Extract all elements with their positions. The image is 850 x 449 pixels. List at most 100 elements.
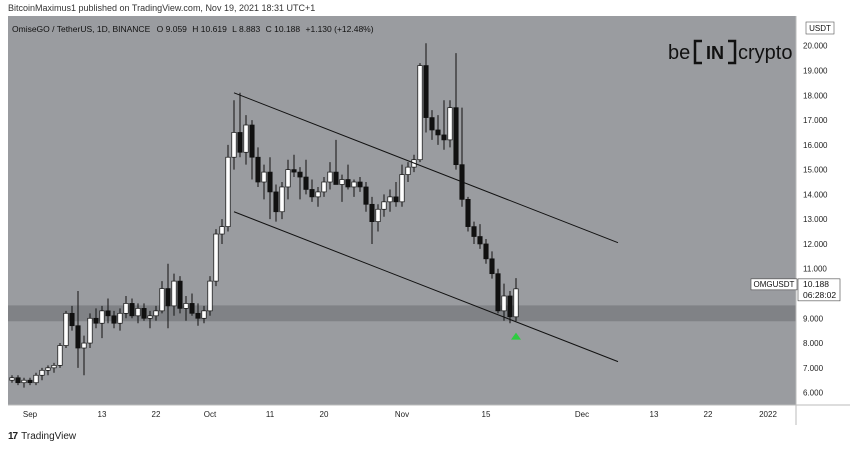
y-tick-label: 14.000 — [803, 190, 828, 199]
ohlc-h-label: H — [192, 24, 198, 34]
candle-body — [477, 236, 483, 245]
price-tag-countdown: 06:28:02 — [803, 290, 836, 300]
trendline-lower-channel — [233, 211, 619, 363]
green-up-arrow-icon — [511, 332, 521, 340]
candle-body — [399, 174, 405, 203]
ohlc-o-value: 9.059 — [166, 24, 188, 34]
y-tick-label: 11.000 — [803, 265, 827, 274]
candle-body — [393, 196, 399, 203]
x-tick-label: 22 — [152, 410, 161, 419]
chart-area[interactable]: OmiseGO / TetherUS, 1D, BINANCE O 9.059 … — [0, 16, 850, 428]
price-tag-symbol: OMGUSDT — [754, 280, 795, 289]
candle-body — [351, 181, 357, 188]
ohlc-o-label: O — [157, 24, 164, 34]
signal-arrows — [511, 332, 521, 340]
y-tick-label: 16.000 — [803, 141, 828, 150]
candle-body — [15, 377, 21, 384]
candle-body — [507, 295, 513, 318]
candle-body — [123, 303, 129, 314]
candle-body — [33, 374, 39, 384]
y-tick-label: 20.000 — [803, 42, 828, 51]
candle-body — [435, 129, 441, 136]
candle-body — [219, 226, 225, 235]
candle-body — [63, 312, 69, 346]
y-tick-label: 18.000 — [803, 91, 828, 100]
candle-body — [465, 199, 471, 227]
candle-body — [87, 317, 93, 344]
candle-body — [117, 312, 123, 324]
x-tick-label: 15 — [482, 410, 491, 419]
x-tick-label: 20 — [320, 410, 329, 419]
candle-body — [447, 107, 453, 141]
candle-body — [99, 310, 105, 324]
candle-body — [129, 303, 135, 317]
y-tick-label: 13.000 — [803, 215, 828, 224]
ohlc-h-value: 10.619 — [201, 24, 227, 34]
x-tick-label: Dec — [575, 410, 589, 419]
price-axis[interactable]: 6.0007.0008.0009.00010.00011.00012.00013… — [795, 16, 828, 425]
time-axis[interactable]: Sep 13 22 Oct 11 20 Nov 15 Dec 13 22 2022 — [8, 404, 850, 419]
x-tick-label: 13 — [98, 410, 107, 419]
candle-body — [345, 179, 351, 188]
candle-body — [321, 181, 327, 193]
footer-brand: TradingView — [21, 431, 77, 442]
candle-body — [303, 176, 309, 190]
candle-body — [39, 369, 45, 376]
candle-body — [261, 171, 267, 183]
candle-body — [27, 379, 33, 384]
candle-body — [255, 156, 261, 183]
candle-body — [333, 171, 339, 185]
ohlc-l-label: L — [232, 24, 237, 34]
y-tick-label: 6.000 — [803, 389, 824, 398]
x-tick-label: Sep — [23, 410, 38, 419]
candle-body — [381, 201, 387, 210]
candle-body — [495, 273, 501, 312]
price-chart[interactable]: OmiseGO / TetherUS, 1D, BINANCE O 9.059 … — [0, 16, 850, 428]
candle-body — [165, 288, 171, 307]
candle-body — [291, 169, 297, 173]
price-tag-box — [797, 278, 841, 302]
candle-body — [315, 191, 321, 198]
y-tick-label: 17.000 — [803, 116, 828, 125]
candle-body — [141, 308, 147, 319]
y-tick-label: 8.000 — [803, 339, 824, 348]
candle-body — [441, 134, 447, 141]
candle-body — [189, 303, 195, 314]
price-tag-price: 10.188 — [803, 279, 829, 289]
brand-bracket-gap — [702, 38, 728, 66]
candle-body — [207, 280, 213, 312]
candle-body — [285, 169, 291, 188]
x-tick-label: Nov — [395, 410, 409, 419]
ohlc-c-label: C — [266, 24, 272, 34]
y-tick-label: 19.000 — [803, 67, 828, 76]
candle-body — [177, 280, 183, 309]
plot-background — [8, 16, 796, 405]
tradingview-logo-icon: 17 — [8, 431, 18, 442]
candle-body — [339, 179, 345, 185]
candle-body — [501, 295, 507, 312]
candle-body — [171, 280, 177, 307]
candle-body — [387, 196, 393, 203]
trendline-upper-channel — [233, 92, 619, 244]
currency-box — [805, 21, 835, 35]
y-tick-label: 9.000 — [803, 314, 824, 323]
ohlc-l-value: 8.883 — [239, 24, 261, 34]
x-tick-label: Oct — [204, 410, 217, 419]
candle-body — [369, 203, 375, 222]
candle-body — [279, 186, 285, 213]
candle-body — [417, 65, 423, 161]
symbol-legend: OmiseGO / TetherUS, 1D, BINANCE O 9.059 … — [12, 24, 374, 34]
candle-body — [225, 156, 231, 227]
candle-body — [57, 345, 63, 366]
brand-right: crypto — [738, 42, 792, 64]
candle-body — [105, 310, 111, 317]
ohlc-c-value: 10.188 — [274, 24, 300, 34]
candle-body — [405, 166, 411, 175]
x-tick-label: 11 — [266, 410, 275, 419]
candle-body — [81, 342, 87, 349]
candle-body — [297, 171, 303, 178]
candle-body — [243, 124, 249, 153]
x-tick-label: 13 — [650, 410, 659, 419]
candle-body — [327, 171, 333, 183]
y-tick-label: 12.000 — [803, 240, 828, 249]
